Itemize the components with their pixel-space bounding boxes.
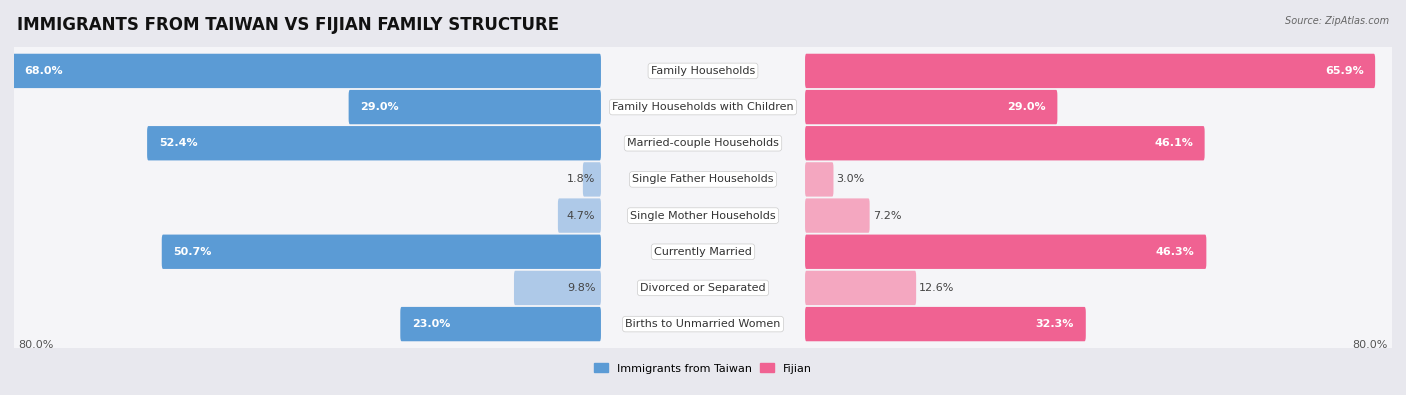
Text: 68.0%: 68.0% [24,66,63,76]
Text: 80.0%: 80.0% [18,340,53,350]
FancyBboxPatch shape [13,54,600,88]
Text: 4.7%: 4.7% [567,211,595,220]
FancyBboxPatch shape [162,235,600,269]
Text: 52.4%: 52.4% [159,138,197,148]
FancyBboxPatch shape [11,45,1395,97]
Text: Single Father Households: Single Father Households [633,175,773,184]
Text: 80.0%: 80.0% [1353,340,1388,350]
FancyBboxPatch shape [806,307,1085,341]
FancyBboxPatch shape [806,271,917,305]
Text: 29.0%: 29.0% [360,102,399,112]
FancyBboxPatch shape [806,54,1375,88]
Text: 46.3%: 46.3% [1156,247,1195,257]
Text: 1.8%: 1.8% [567,175,595,184]
Text: 7.2%: 7.2% [873,211,901,220]
FancyBboxPatch shape [515,271,600,305]
Text: 9.8%: 9.8% [567,283,595,293]
FancyBboxPatch shape [806,162,834,197]
Text: 12.6%: 12.6% [920,283,955,293]
FancyBboxPatch shape [806,90,1057,124]
Text: 3.0%: 3.0% [837,175,865,184]
FancyBboxPatch shape [11,190,1395,242]
Text: Family Households: Family Households [651,66,755,76]
Text: Source: ZipAtlas.com: Source: ZipAtlas.com [1285,16,1389,26]
FancyBboxPatch shape [11,81,1395,133]
FancyBboxPatch shape [349,90,600,124]
FancyBboxPatch shape [806,235,1206,269]
Text: Family Households with Children: Family Households with Children [612,102,794,112]
FancyBboxPatch shape [148,126,600,160]
Text: Currently Married: Currently Married [654,247,752,257]
Text: 32.3%: 32.3% [1036,319,1074,329]
FancyBboxPatch shape [583,162,600,197]
FancyBboxPatch shape [11,262,1395,314]
FancyBboxPatch shape [11,298,1395,350]
Text: Single Mother Households: Single Mother Households [630,211,776,220]
FancyBboxPatch shape [558,198,600,233]
Text: 46.1%: 46.1% [1154,138,1194,148]
Text: 23.0%: 23.0% [412,319,450,329]
FancyBboxPatch shape [11,153,1395,205]
FancyBboxPatch shape [11,117,1395,169]
Text: IMMIGRANTS FROM TAIWAN VS FIJIAN FAMILY STRUCTURE: IMMIGRANTS FROM TAIWAN VS FIJIAN FAMILY … [17,16,560,34]
Legend: Immigrants from Taiwan, Fijian: Immigrants from Taiwan, Fijian [591,359,815,378]
FancyBboxPatch shape [806,198,870,233]
Text: Divorced or Separated: Divorced or Separated [640,283,766,293]
FancyBboxPatch shape [806,126,1205,160]
Text: Births to Unmarried Women: Births to Unmarried Women [626,319,780,329]
Text: 50.7%: 50.7% [173,247,212,257]
FancyBboxPatch shape [401,307,600,341]
Text: 65.9%: 65.9% [1324,66,1364,76]
Text: 29.0%: 29.0% [1007,102,1046,112]
Text: Married-couple Households: Married-couple Households [627,138,779,148]
FancyBboxPatch shape [11,226,1395,278]
